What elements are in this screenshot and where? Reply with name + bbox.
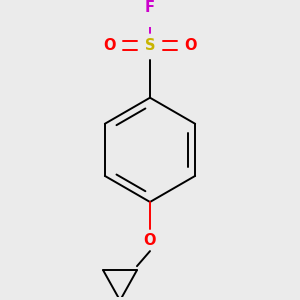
- Text: S: S: [145, 38, 155, 53]
- Text: O: O: [103, 38, 116, 53]
- Text: O: O: [184, 38, 197, 53]
- Text: F: F: [145, 0, 155, 15]
- Text: O: O: [144, 232, 156, 247]
